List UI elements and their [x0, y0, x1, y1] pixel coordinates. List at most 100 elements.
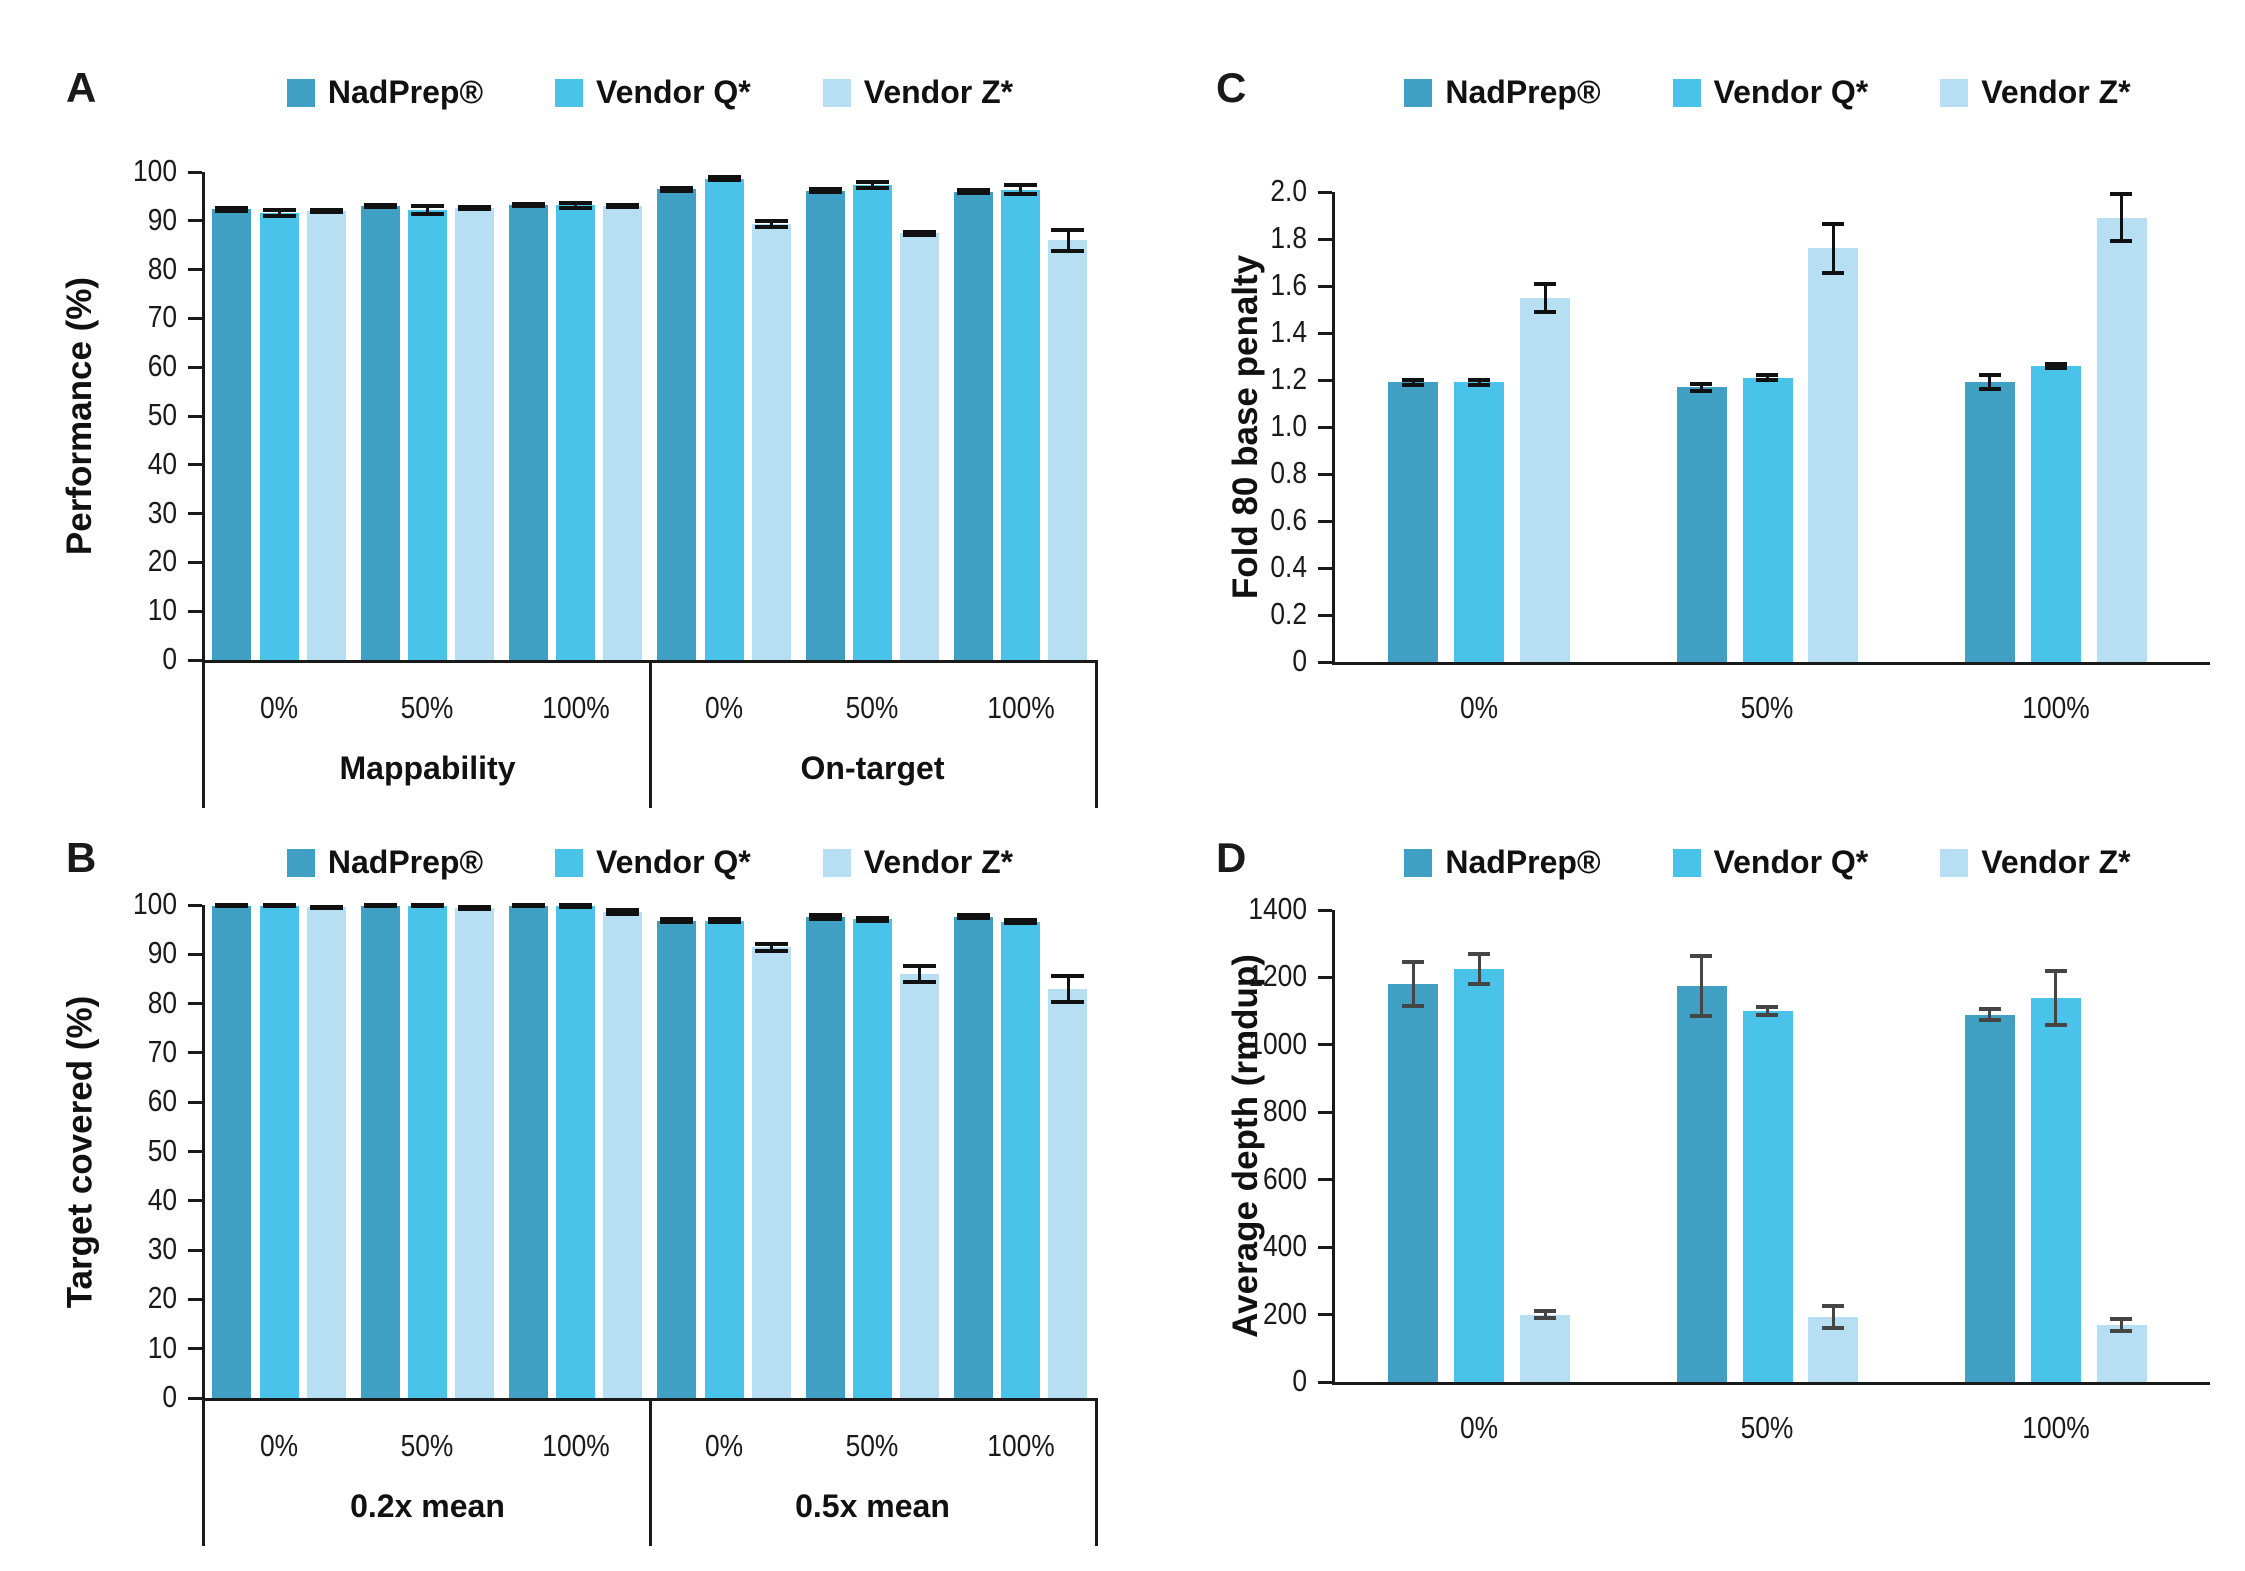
x-category-label: 0%: [259, 1428, 299, 1463]
y-tick-label: 10: [147, 1330, 177, 1365]
y-tick: [1318, 1178, 1332, 1181]
y-tick-label: 100: [133, 886, 177, 921]
bar-nadprep: [954, 192, 993, 660]
error-bar-cap-top: [1979, 373, 2001, 377]
legend-label: NadPrep®: [327, 74, 484, 110]
y-tick: [188, 1051, 202, 1054]
error-bar-cap-bottom: [957, 191, 990, 195]
error-bar: [1067, 230, 1070, 251]
error-bar: [426, 206, 429, 215]
error-bar: [2054, 971, 2057, 1025]
error-bar-cap-bottom: [559, 905, 592, 909]
y-axis-line: [1332, 192, 1335, 665]
legend-swatch-icon: [555, 848, 584, 877]
group-label: 0.2x mean: [350, 1488, 505, 1524]
y-tick: [1318, 1111, 1332, 1114]
error-bar-cap-bottom: [559, 206, 592, 210]
group-label: 0.5x mean: [795, 1488, 950, 1524]
y-tick: [1318, 285, 1332, 288]
x-category-label: 0%: [704, 690, 744, 725]
group-divider: [202, 1398, 205, 1546]
y-tick: [1318, 426, 1332, 429]
y-axis-line: [202, 905, 205, 1401]
bar-vendor-q: [1743, 1011, 1793, 1382]
y-tick: [1318, 332, 1332, 335]
bar-nadprep: [509, 205, 548, 660]
error-bar-cap-top: [1822, 1304, 1844, 1308]
legend-item: Vendor Q*: [1672, 74, 1868, 111]
error-bar-cap-top: [809, 913, 842, 917]
error-bar: [1700, 956, 1703, 1017]
y-tick-label: 2.0: [1270, 173, 1307, 208]
y-tick-label: 60: [147, 1083, 177, 1118]
error-bar-cap-bottom: [2045, 1023, 2067, 1027]
error-bar-cap-bottom: [1468, 383, 1490, 387]
x-category-label: 100%: [542, 690, 610, 725]
error-bar-cap-bottom: [2110, 1329, 2132, 1333]
error-bar-cap-bottom: [1690, 1014, 1712, 1018]
bar-vendor-z: [2097, 1325, 2147, 1382]
legend-label: Vendor Q*: [596, 74, 751, 110]
y-tick: [188, 1298, 202, 1301]
bar-vendor-q: [1454, 382, 1504, 662]
bar-nadprep: [806, 917, 845, 1398]
x-category-label: 50%: [400, 1428, 454, 1463]
x-category-label: 100%: [2022, 690, 2090, 725]
bar-vendor-q: [705, 179, 744, 660]
x-axis-line: [202, 660, 1095, 663]
y-tick-label: 200: [1263, 1296, 1307, 1331]
bar-nadprep: [212, 209, 251, 660]
x-axis-line: [1332, 662, 2210, 665]
x-category-label: 50%: [1740, 1410, 1794, 1445]
error-bar: [770, 944, 773, 951]
y-tick-label: 1.2: [1270, 361, 1307, 396]
error-bar-cap-bottom: [903, 233, 936, 237]
error-bar-cap-bottom: [957, 916, 990, 920]
bar-nadprep: [657, 921, 696, 1398]
bar-vendor-q: [1743, 378, 1793, 662]
y-tick: [188, 1150, 202, 1153]
y-tick: [1318, 661, 1332, 664]
error-bar-cap-bottom: [1822, 271, 1844, 275]
y-axis-line: [1332, 910, 1335, 1385]
legend-swatch-icon: [286, 78, 315, 107]
legend-item: Vendor Z*: [1940, 844, 2131, 881]
legend: NadPrep® Vendor Q* Vendor Z*: [205, 844, 1095, 881]
error-bar-cap-top: [903, 230, 936, 234]
legend-swatch-icon: [286, 848, 315, 877]
bar-nadprep: [806, 191, 845, 660]
error-bar-cap-top: [2045, 969, 2067, 973]
panel-letter-b: B: [66, 834, 97, 881]
error-bar-cap-top: [1534, 1309, 1556, 1313]
error-bar-cap-top: [2110, 1317, 2132, 1321]
error-bar-cap-bottom: [1051, 249, 1084, 253]
bar-vendor-q: [705, 921, 744, 1398]
y-tick: [188, 512, 202, 515]
error-bar: [1988, 1009, 1991, 1019]
y-tick: [1318, 1381, 1332, 1384]
legend-label: Vendor Q*: [1713, 844, 1869, 880]
bar-vendor-q: [1001, 922, 1040, 1398]
error-bar-cap-bottom: [1004, 921, 1037, 925]
bar-nadprep: [1388, 382, 1438, 662]
error-bar-cap-bottom: [364, 904, 397, 908]
bar-nadprep: [1965, 1015, 2015, 1382]
bar-nadprep: [509, 906, 548, 1398]
legend-swatch-icon: [1672, 78, 1701, 107]
error-bar-cap-top: [1690, 382, 1712, 386]
bar-vendor-z: [603, 912, 642, 1398]
error-bar: [1700, 384, 1703, 391]
error-bar-cap-top: [1534, 282, 1556, 286]
bar-nadprep: [1677, 986, 1727, 1382]
bar-nadprep: [657, 189, 696, 660]
error-bar-cap-top: [559, 201, 592, 205]
y-tick: [188, 904, 202, 907]
y-tick-label: 0.6: [1270, 502, 1307, 537]
bar-nadprep: [1965, 382, 2015, 662]
error-bar-cap-top: [1004, 918, 1037, 922]
y-tick-label: 600: [1263, 1161, 1307, 1196]
error-bar-cap-top: [1468, 952, 1490, 956]
y-tick-label: 0.2: [1270, 596, 1307, 631]
y-tick: [188, 219, 202, 222]
y-tick-label: 40: [147, 446, 177, 481]
